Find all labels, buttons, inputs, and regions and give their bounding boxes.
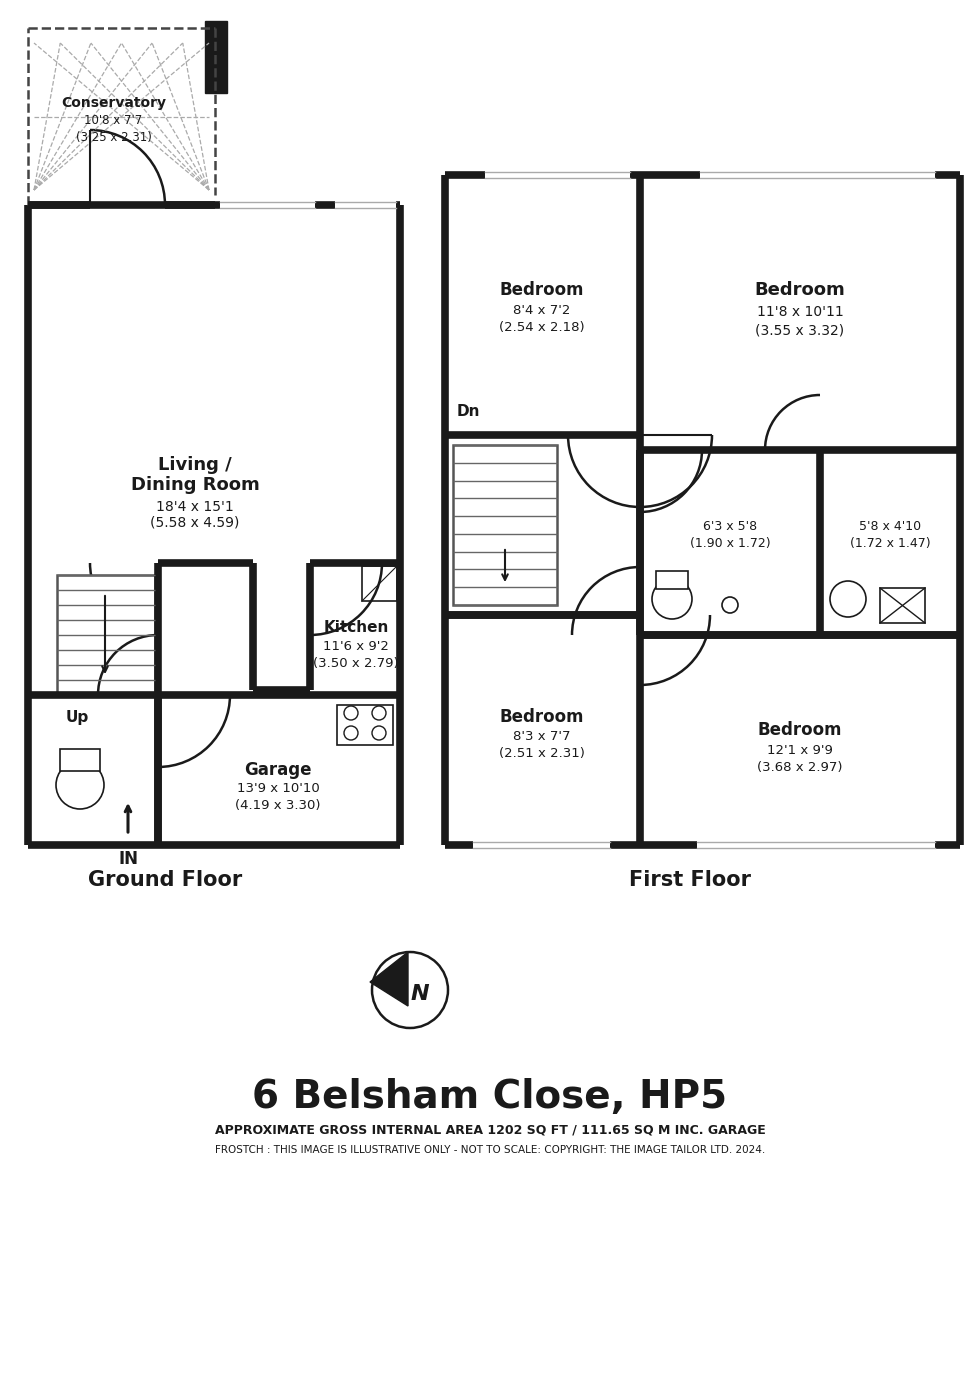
Text: Dn: Dn [457,404,480,420]
Text: Bedroom: Bedroom [755,281,846,299]
Circle shape [372,726,386,740]
Polygon shape [370,951,408,1006]
Text: 12'1 x 9'9: 12'1 x 9'9 [767,744,833,756]
Text: Up: Up [66,711,89,724]
Text: 5'8 x 4'10: 5'8 x 4'10 [858,521,921,533]
Text: 8'3 x 7'7: 8'3 x 7'7 [514,730,570,744]
Text: (3.68 x 2.97): (3.68 x 2.97) [758,760,843,773]
Text: (3.25 x 2.31): (3.25 x 2.31) [75,130,152,144]
Circle shape [56,760,104,809]
Bar [57,575,155,695]
Text: (3.50 x 2.79): (3.50 x 2.79) [314,656,399,669]
Text: 11'8 x 10'11: 11'8 x 10'11 [757,305,844,319]
Bar [337,705,393,745]
Text: Bedroom: Bedroom [758,722,842,740]
Bar [205,21,227,93]
Text: (2.51 x 2.31): (2.51 x 2.31) [499,748,585,760]
Text: N: N [411,983,429,1004]
Text: (1.90 x 1.72): (1.90 x 1.72) [690,536,770,550]
Text: Garage: Garage [244,760,312,778]
Circle shape [344,726,358,740]
Text: Kitchen: Kitchen [323,619,389,634]
Text: Conservatory: Conservatory [61,96,166,109]
Bar [880,589,925,623]
Text: (2.54 x 2.18): (2.54 x 2.18) [499,321,585,335]
Bar [362,566,397,601]
Text: 13'9 x 10'10: 13'9 x 10'10 [236,783,319,795]
Text: (3.55 x 3.32): (3.55 x 3.32) [756,323,845,337]
Text: (4.19 x 3.30): (4.19 x 3.30) [235,799,320,813]
Text: Ground Floor: Ground Floor [88,870,242,891]
Text: 8'4 x 7'2: 8'4 x 7'2 [514,305,570,317]
Text: (1.72 x 1.47): (1.72 x 1.47) [850,536,930,550]
Circle shape [722,597,738,614]
Circle shape [344,706,358,720]
Text: Dining Room: Dining Room [130,476,260,494]
Circle shape [372,706,386,720]
Text: Living /: Living / [158,456,232,474]
Text: IN: IN [118,850,138,868]
Text: First Floor: First Floor [629,870,751,891]
Text: FROSTCH : THIS IMAGE IS ILLUSTRATIVE ONLY - NOT TO SCALE: COPYRIGHT: THE IMAGE T: FROSTCH : THIS IMAGE IS ILLUSTRATIVE ONL… [215,1145,765,1155]
Bar [656,571,688,589]
Text: 10'8 x 7'7: 10'8 x 7'7 [84,115,143,127]
Circle shape [372,951,448,1028]
Text: APPROXIMATE GROSS INTERNAL AREA 1202 SQ FT / 111.65 SQ M INC. GARAGE: APPROXIMATE GROSS INTERNAL AREA 1202 SQ … [215,1123,765,1137]
Text: 18'4 x 15'1: 18'4 x 15'1 [156,500,234,514]
Text: 6'3 x 5'8: 6'3 x 5'8 [703,521,758,533]
Circle shape [830,580,866,616]
Text: Bedroom: Bedroom [500,708,584,726]
Bar [60,749,100,771]
Text: Bedroom: Bedroom [500,281,584,299]
Text: 11'6 x 9'2: 11'6 x 9'2 [323,640,389,654]
Circle shape [652,579,692,619]
Bar [453,445,557,605]
Text: (5.58 x 4.59): (5.58 x 4.59) [150,517,240,530]
Text: 6 Belsham Close, HP5: 6 Belsham Close, HP5 [253,1078,727,1116]
